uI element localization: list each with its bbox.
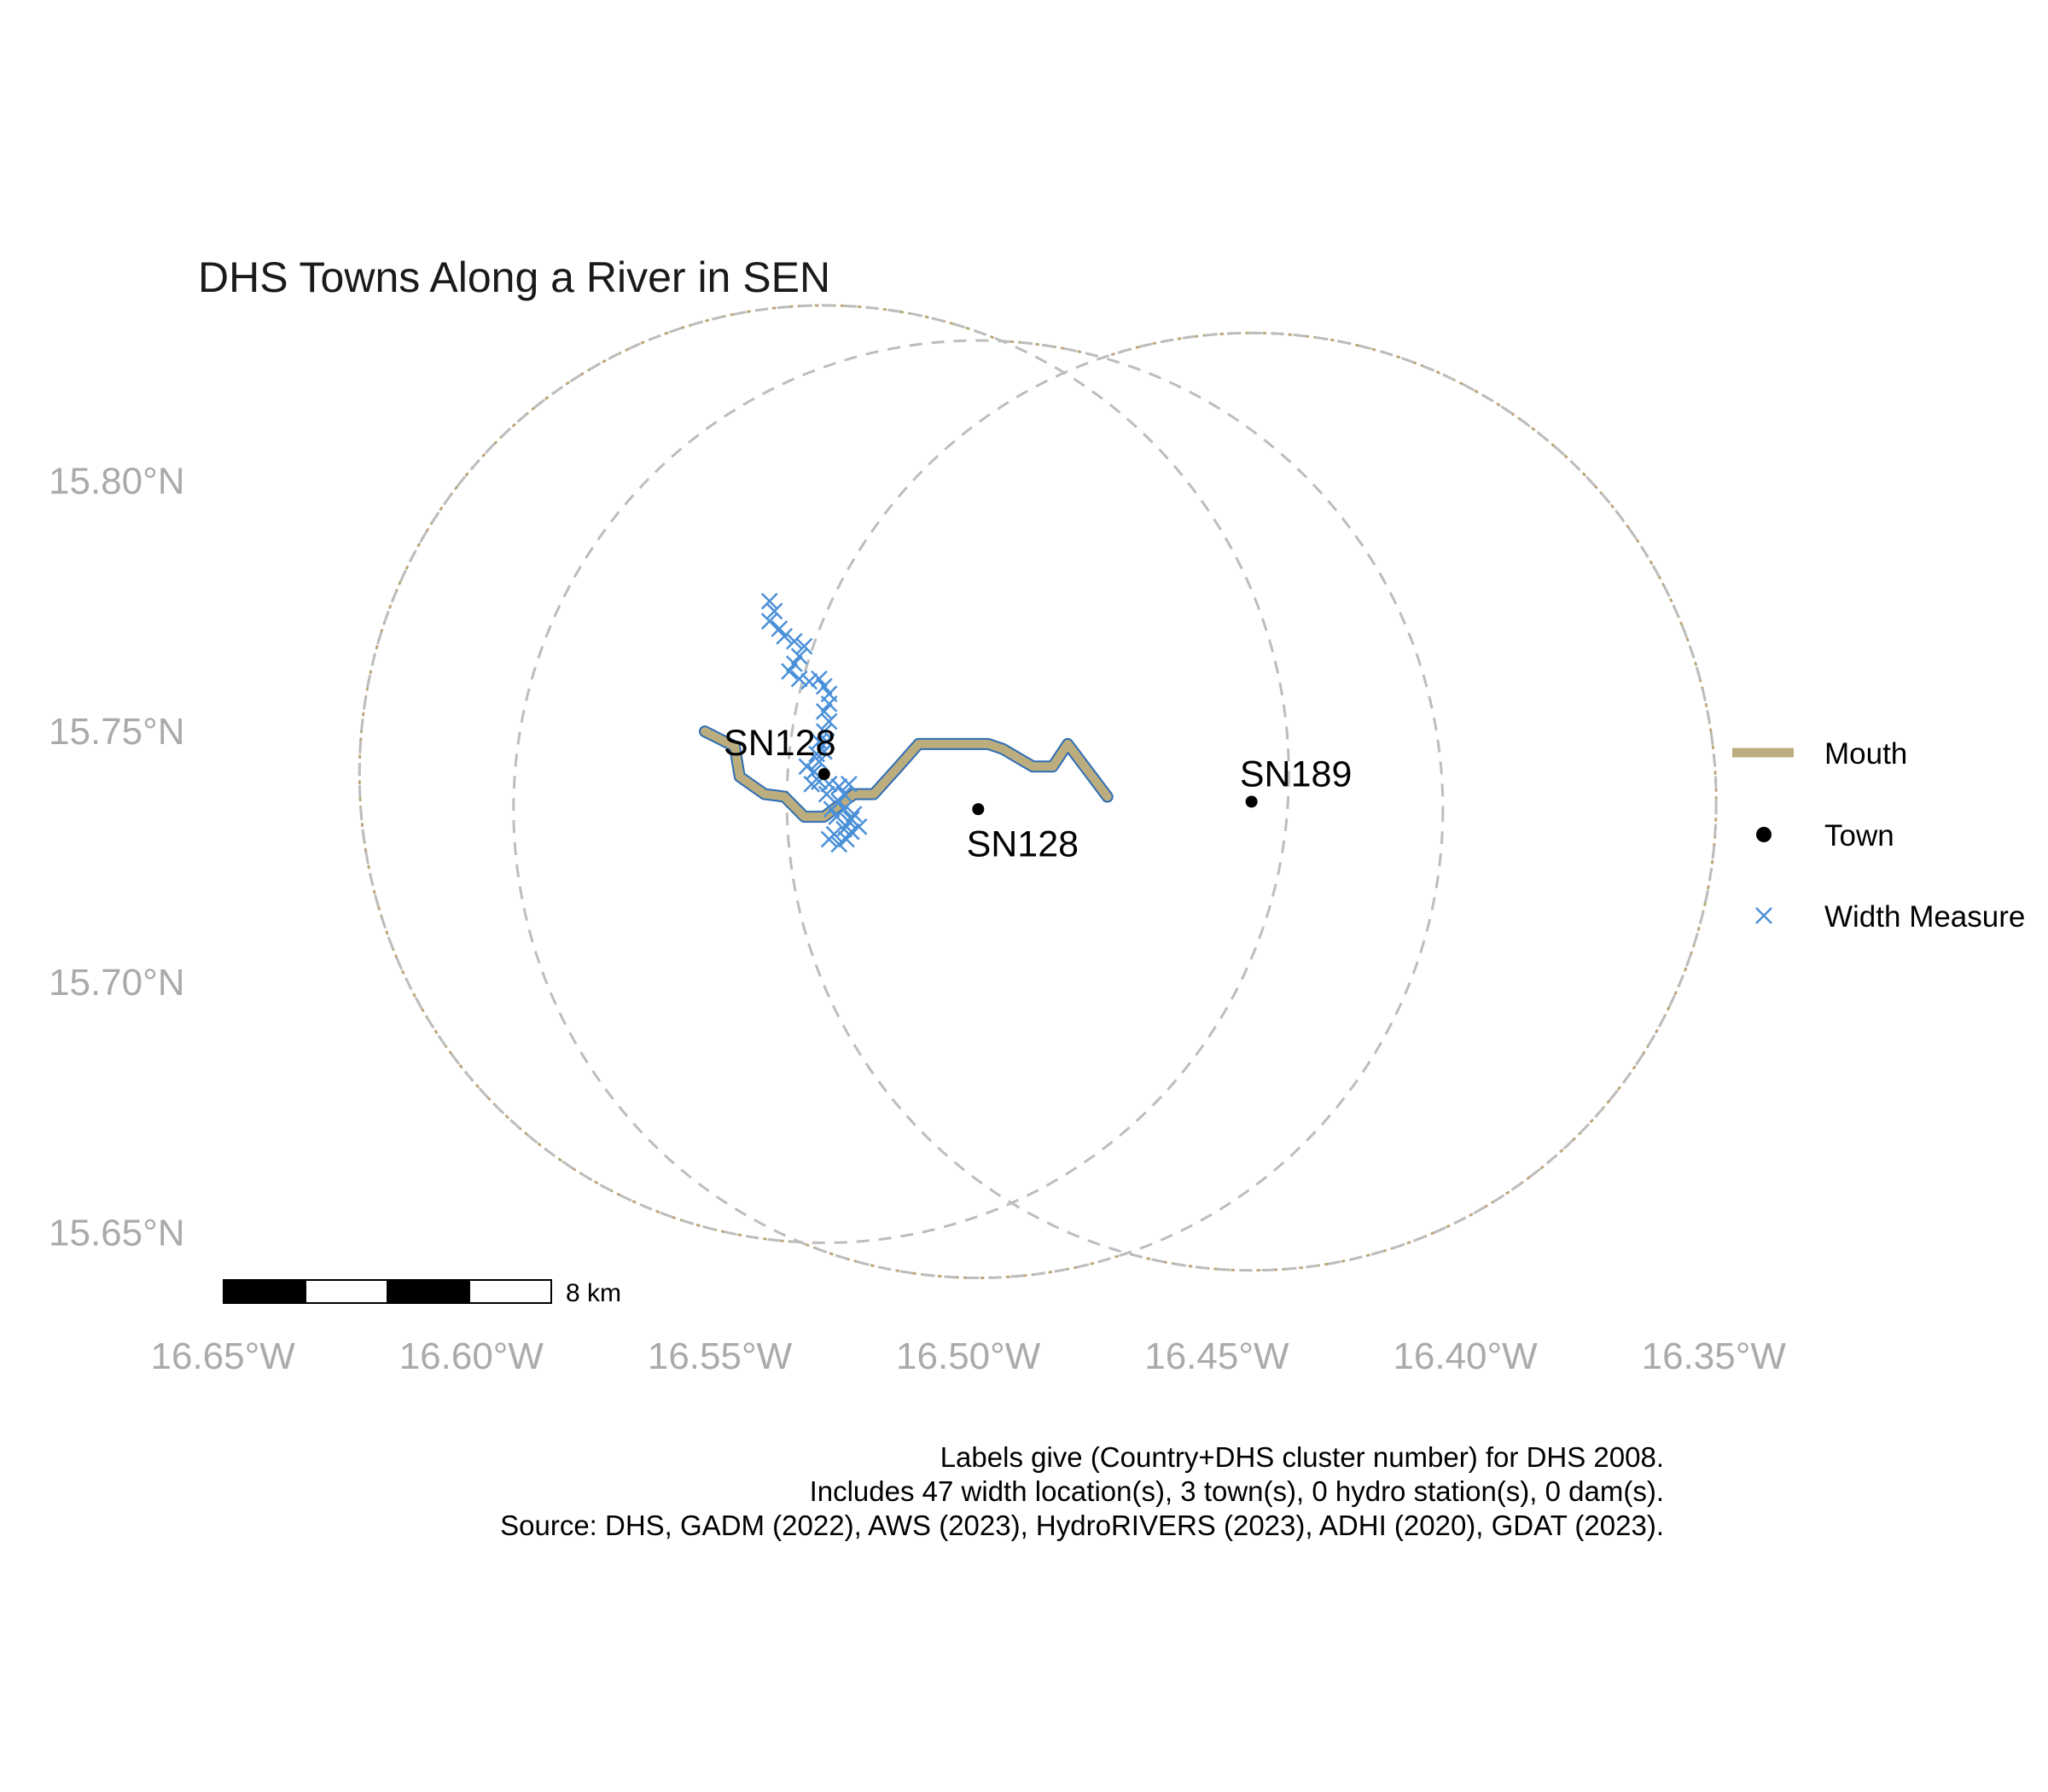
width-measure-cross xyxy=(842,823,860,841)
width-measure-cross xyxy=(815,702,833,720)
buffer-union-arc xyxy=(1001,340,1104,359)
width-measure-cross xyxy=(760,592,778,610)
width-measure-cross xyxy=(765,602,783,620)
y-tick-label: 15.80°N xyxy=(49,460,184,502)
width-measure-cross xyxy=(817,733,835,750)
town-buffers xyxy=(358,304,1718,1280)
y-tick-label: 15.75°N xyxy=(49,711,184,753)
buffer-union-arc xyxy=(358,304,1004,1244)
width-measure-cross xyxy=(820,695,838,713)
width-measure-cross xyxy=(798,758,816,776)
x-tick-label: 16.55°W xyxy=(648,1335,793,1377)
x-tick-label: 16.65°W xyxy=(151,1335,296,1377)
caption-line-3: Source: DHS, GADM (2022), AWS (2023), Hy… xyxy=(500,1510,1664,1541)
town-buffer-circle xyxy=(512,339,1445,1280)
scale-bar-label: 8 km xyxy=(566,1279,621,1307)
width-measure-cross xyxy=(817,785,835,803)
width-measure-cross xyxy=(776,627,794,645)
width-measure-cross xyxy=(823,800,841,818)
legend-width-measure-key xyxy=(1755,907,1772,924)
legend: Mouth Town Width Measure xyxy=(1732,737,2025,934)
scale-bar-segment xyxy=(387,1279,470,1304)
width-measure-cross xyxy=(795,637,813,655)
width-measure-cross xyxy=(760,613,778,630)
buffer-union-arc xyxy=(799,1241,1127,1279)
town-point xyxy=(972,803,985,816)
width-measure-cross xyxy=(800,672,818,690)
river-mouth-line xyxy=(699,725,1114,823)
width-measure-cross xyxy=(842,811,860,828)
caption-line-1: Labels give (Country+DHS cluster number)… xyxy=(940,1441,1664,1473)
width-measure-cross xyxy=(815,723,833,741)
width-measure-cross xyxy=(820,713,838,730)
town-label: SN189 xyxy=(1240,753,1352,794)
width-measure-cross xyxy=(785,632,803,650)
width-measure-cross xyxy=(781,662,798,680)
x-tick-label: 16.40°W xyxy=(1393,1335,1538,1377)
town-point xyxy=(1245,795,1258,808)
y-tick-label: 15.65°N xyxy=(49,1213,184,1254)
caption: Labels give (Country+DHS cluster number)… xyxy=(500,1441,1664,1541)
width-measure-cross xyxy=(845,806,863,823)
axis-ticks: 16.65°W 16.60°W 16.55°W 16.50°W 16.45°W 16.40… xyxy=(49,460,1786,1377)
towns: SN128 SN128 SN189 xyxy=(724,723,1352,864)
width-measures xyxy=(760,592,868,853)
legend-mouth-label: Mouth xyxy=(1824,737,1907,771)
legend-town-label: Town xyxy=(1824,819,1894,852)
x-tick-label: 16.35°W xyxy=(1642,1335,1787,1377)
town-buffer-circle xyxy=(358,304,1290,1244)
legend-town-key xyxy=(1756,827,1772,842)
buffer-union-outline xyxy=(358,304,1718,1279)
y-tick-label: 15.70°N xyxy=(49,962,184,1004)
width-measure-cross xyxy=(841,775,858,793)
width-measure-cross xyxy=(790,670,808,688)
x-tick-label: 16.60°W xyxy=(399,1335,544,1377)
x-tick-label: 16.50°W xyxy=(896,1335,1041,1377)
width-measure-cross xyxy=(830,777,848,795)
width-measure-cross xyxy=(811,670,828,688)
x-tick-label: 16.45°W xyxy=(1144,1335,1289,1377)
legend-width-measure-label: Width Measure xyxy=(1824,900,2025,934)
town-label: SN128 xyxy=(967,823,1079,864)
caption-line-2: Includes 47 width location(s), 3 town(s)… xyxy=(810,1475,1664,1507)
width-measure-cross xyxy=(828,808,846,825)
chart-title: DHS Towns Along a River in SEN xyxy=(198,253,830,301)
width-measure-cross xyxy=(785,655,803,672)
scale-bar-segment xyxy=(468,1279,552,1304)
width-measure-cross xyxy=(803,775,821,793)
scale-bar-segment xyxy=(223,1279,306,1304)
width-measure-cross xyxy=(820,830,838,848)
width-measure-cross xyxy=(771,620,788,637)
town-label: SN128 xyxy=(724,723,835,764)
scale-bar-segment xyxy=(305,1279,388,1304)
town-point xyxy=(817,768,830,781)
width-measure-cross xyxy=(808,745,825,763)
width-measure-cross xyxy=(815,678,833,695)
buffer-union-arc xyxy=(1126,800,1718,1272)
width-measure-cross xyxy=(835,785,852,803)
scale-bar: 8 km xyxy=(223,1279,621,1307)
width-measure-cross xyxy=(790,648,808,665)
buffer-union-arc xyxy=(1103,331,1718,803)
river-mouth xyxy=(701,727,1112,822)
